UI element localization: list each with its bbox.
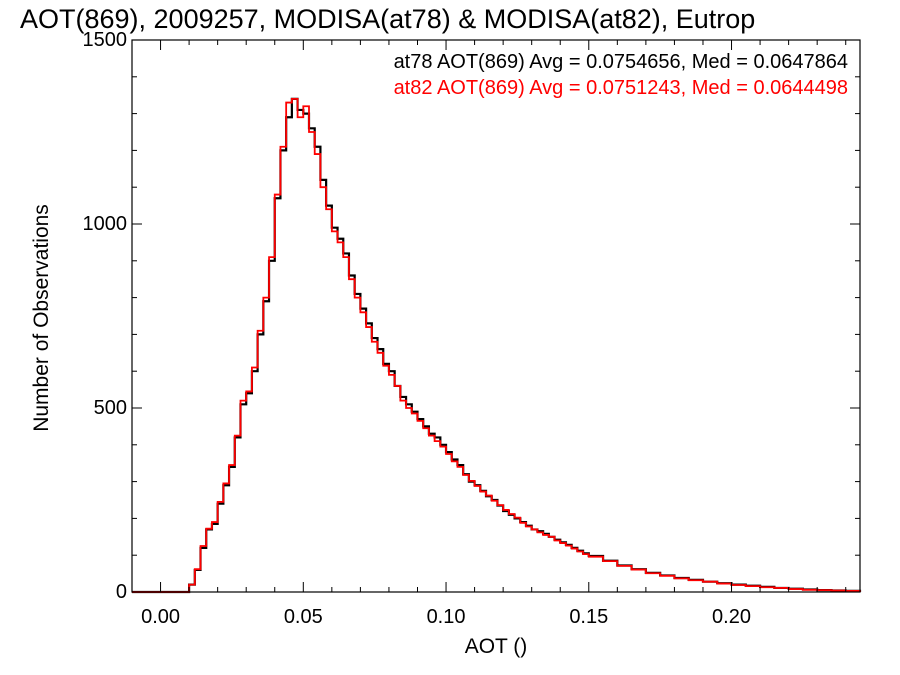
series-layer [132,97,862,594]
plot-frame [131,39,861,593]
legend: at78 AOT(869) Avg = 0.0754656, Med = 0.0… [394,51,848,99]
x-tick-label: 0.00 [141,606,180,628]
chart-title: AOT(869), 2009257, MODISA(at78) & MODISA… [20,4,755,34]
x-tick-label: 0.15 [569,606,608,628]
legend-entry-2: at82 AOT(869) Avg = 0.0751243, Med = 0.0… [394,77,848,99]
y-tick-label: 0 [116,581,127,603]
series-line-1 [132,97,862,594]
y-tick-label: 1000 [83,213,128,235]
y-axis-label: Number of Observations [30,204,53,432]
x-axis-label: AOT () [465,635,528,658]
y-axis-label-group: Number of Observations [30,204,53,432]
y-tick-label: 500 [94,397,127,419]
x-tick-label: 0.10 [427,606,466,628]
x-tick-label: 0.20 [712,606,751,628]
x-tick-label: 0.05 [284,606,323,628]
series-line-2 [132,97,861,593]
ticks-layer: 0.00 0.05 0.10 0.15 0.20 0 500 1000 1500 [83,29,860,628]
legend-entry-1: at78 AOT(869) Avg = 0.0754656, Med = 0.0… [394,51,848,73]
y-tick-label: 1500 [83,29,128,51]
